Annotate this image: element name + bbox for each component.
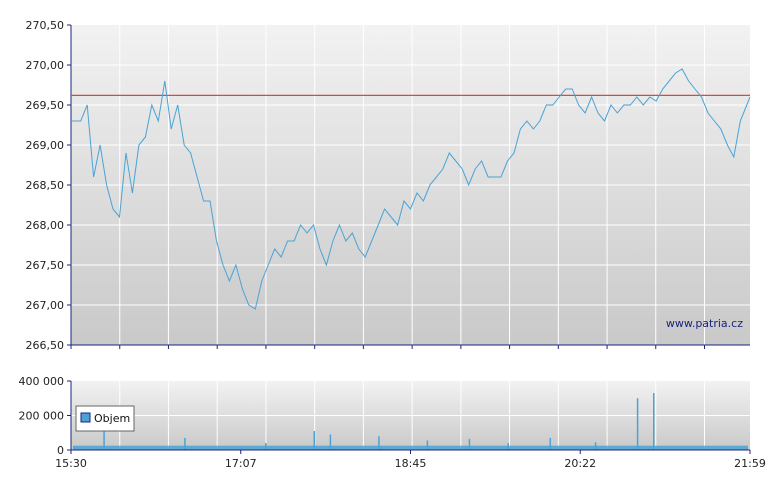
volume-bar [507,443,509,450]
volume-bar [468,438,471,450]
volume-tick-label: 0 [57,444,64,457]
volume-bar [549,437,552,450]
legend-swatch-icon [80,412,91,423]
volume-bar [103,429,105,450]
price-tick-label: 266,50 [26,339,65,352]
price-tick-label: 267,50 [26,259,65,272]
price-tick-label: 270,00 [26,59,65,72]
time-tick-label: 21:59 [734,457,766,470]
volume-bar [265,443,267,450]
time-tick-label: 18:45 [395,457,427,470]
time-tick-label: 20:22 [564,457,596,470]
volume-bar [329,434,332,450]
volume-bars [73,393,748,450]
time-x-ticks: 15:30 17:07 18:45 20:22 21:59 [55,450,766,470]
price-tick-label: 268,00 [26,219,65,232]
volume-bar [313,431,315,450]
price-tick-label: 269,50 [26,99,65,112]
price-tick-label: 267,00 [26,299,65,312]
volume-bar [636,398,639,450]
volume-tick-label: 400 000 [19,375,65,388]
volume-legend: Objem [75,405,135,432]
price-tick-label: 268,50 [26,179,65,192]
volume-bar [426,440,429,450]
time-tick-label: 15:30 [55,457,87,470]
volume-bar [594,442,597,450]
price-y-ticks: 270,50 270,00 269,50 269,00 268,50 268,00 267,… [26,19,706,352]
volume-y-ticks: 400 000 200 000 0 [19,375,71,457]
price-tick-label: 269,00 [26,139,65,152]
price-line [71,68,751,310]
volume-tick-label: 200 000 [19,410,65,423]
volume-bar [653,393,655,450]
volume-bar [378,436,380,450]
watermark: www.patria.cz [666,317,743,330]
price-tick-label: 270,50 [26,19,65,32]
legend-label: Objem [94,412,130,425]
volume-bar [184,437,186,450]
time-tick-label: 17:07 [225,457,257,470]
volume-bar [73,445,748,450]
